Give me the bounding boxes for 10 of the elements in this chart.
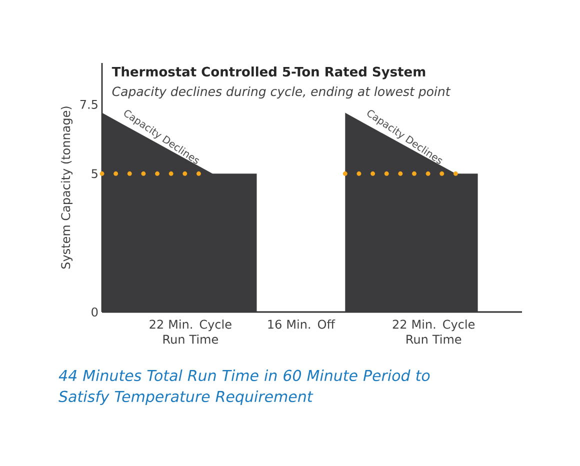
chart-title: Thermostat Controlled 5-Ton Rated System xyxy=(112,66,426,80)
y-tick-label: 5 xyxy=(92,169,98,178)
text: 44 Minutes Total Run Time in 60 Minute Period to Satisfy Temperature Requirement xyxy=(58,370,430,406)
x-tick-label: 22 Min. Cycle Run Time xyxy=(150,320,232,344)
text: Capacity declines during cycle, ending at lowest point xyxy=(112,86,451,99)
y-axis-title: System Capacity (tonnage) xyxy=(60,106,73,269)
y-tick-label: 7.5 xyxy=(80,100,98,109)
x-tick-label: 16 Min. Off xyxy=(268,320,336,329)
x-tick-label: 22 Min. Cycle Run Time xyxy=(392,320,475,344)
y-tick-label: 0 xyxy=(92,307,98,317)
